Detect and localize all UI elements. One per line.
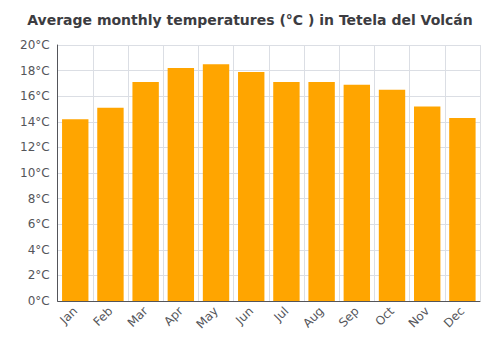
svg-text:0°C: 0°C xyxy=(28,294,50,308)
svg-text:8°C: 8°C xyxy=(28,192,50,206)
svg-text:16°C: 16°C xyxy=(20,89,50,103)
svg-text:4°C: 4°C xyxy=(28,243,50,257)
svg-text:Oct: Oct xyxy=(372,304,397,329)
svg-text:Average monthly temperatures (: Average monthly temperatures (°C ) in Te… xyxy=(27,12,473,28)
svg-text:Mar: Mar xyxy=(125,304,151,330)
svg-text:2°C: 2°C xyxy=(28,268,50,282)
svg-text:20°C: 20°C xyxy=(20,38,50,52)
svg-text:Apr: Apr xyxy=(161,304,186,329)
svg-text:Dec: Dec xyxy=(441,304,467,330)
svg-text:Aug: Aug xyxy=(300,304,326,330)
svg-text:10°C: 10°C xyxy=(20,166,50,180)
svg-text:Jul: Jul xyxy=(271,304,292,325)
svg-text:May: May xyxy=(194,304,221,331)
svg-text:18°C: 18°C xyxy=(20,64,50,78)
svg-text:14°C: 14°C xyxy=(20,115,50,129)
svg-text:Nov: Nov xyxy=(406,304,432,330)
svg-text:Feb: Feb xyxy=(90,304,115,329)
svg-text:Jan: Jan xyxy=(57,304,81,328)
svg-text:6°C: 6°C xyxy=(28,217,50,231)
svg-text:Jun: Jun xyxy=(232,304,256,328)
svg-text:12°C: 12°C xyxy=(20,140,50,154)
svg-text:Sep: Sep xyxy=(336,304,362,330)
